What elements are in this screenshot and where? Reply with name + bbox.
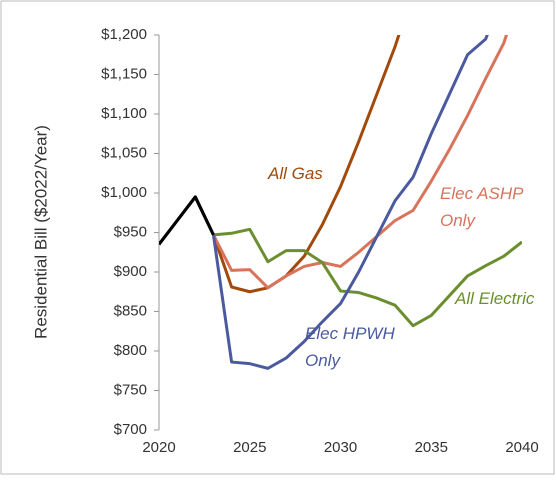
- x-tick-label: 2035: [415, 439, 448, 456]
- y-tick-label: $700: [114, 421, 147, 438]
- series-annotation: Elec ASHP Only: [440, 184, 524, 230]
- y-tick-label: $1,000: [101, 184, 147, 201]
- plot-area: [159, 35, 522, 370]
- annotation-line: Elec ASHP: [440, 184, 524, 203]
- y-tick-label: $950: [114, 223, 147, 240]
- y-axis-label: Residential Bill ($2022/Year): [31, 125, 50, 339]
- series-annotation: All Gas: [267, 164, 323, 183]
- series-line: [159, 35, 401, 294]
- y-tick-label: $750: [114, 381, 147, 398]
- y-tick-label: $1,050: [101, 144, 147, 161]
- annotation-line: Only: [305, 351, 341, 370]
- series-line: [159, 35, 489, 370]
- series-line: [159, 195, 522, 328]
- y-tick-label: $800: [114, 342, 147, 359]
- x-tick-label: 2025: [233, 439, 266, 456]
- x-tick-label: 2030: [324, 439, 357, 456]
- y-tick-label: $1,100: [101, 105, 147, 122]
- series-line: [159, 35, 509, 290]
- y-tick-label: $850: [114, 302, 147, 319]
- annotation-line: Only: [440, 211, 476, 230]
- annotation-line: All Gas: [267, 164, 323, 183]
- y-tick-label: $1,150: [101, 65, 147, 82]
- annotation-line: All Electric: [454, 289, 535, 308]
- y-tick-label: $1,200: [101, 26, 147, 43]
- y-tick-label: $900: [114, 263, 147, 280]
- x-tick-label: 2020: [142, 439, 175, 456]
- series-line: [159, 195, 215, 246]
- series-annotation: Elec HPWH Only: [305, 324, 395, 370]
- annotation-line: Elec HPWH: [305, 324, 395, 343]
- x-tick-label: 2040: [505, 439, 538, 456]
- series-annotation: All Electric: [454, 289, 535, 308]
